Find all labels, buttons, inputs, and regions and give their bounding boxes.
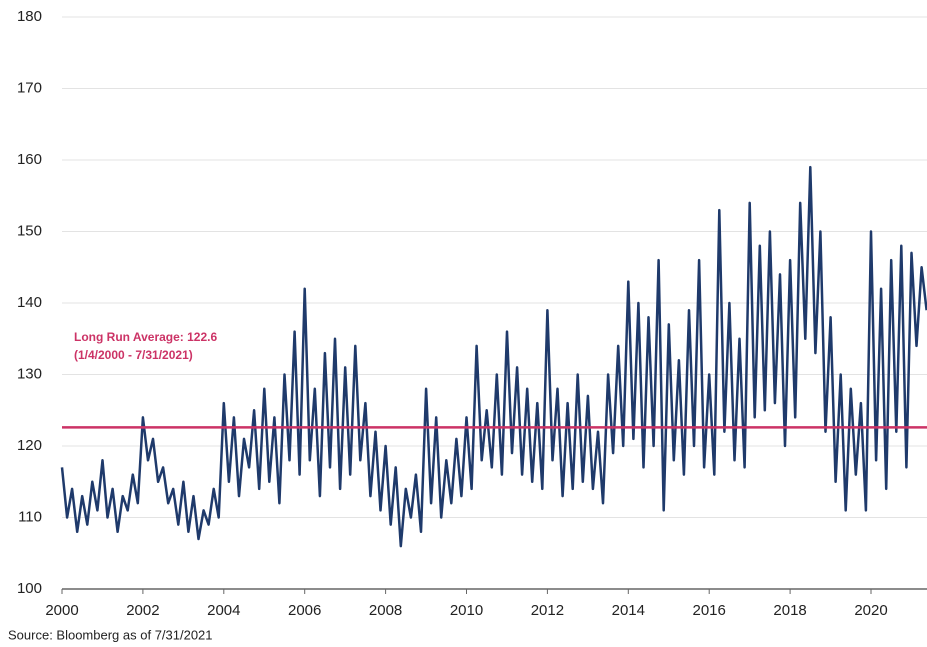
- y-tick-label: 160: [17, 151, 42, 168]
- x-tick-label: 2018: [773, 602, 806, 619]
- data-line: [60, 165, 927, 548]
- annotation: (1/4/2000 - 7/31/2021): [74, 348, 193, 362]
- y-tick-label: 130: [17, 365, 42, 382]
- x-tick-label: 2010: [450, 602, 483, 619]
- x-tick-label: 2012: [531, 602, 564, 619]
- y-tick-label: 110: [18, 508, 42, 525]
- x-tick-label: 2008: [369, 602, 402, 619]
- annotation: Long Run Average: 122.6: [74, 330, 217, 344]
- y-tick-label: 150: [17, 222, 42, 239]
- x-tick-label: 2020: [854, 602, 887, 619]
- x-tick-label: 2004: [207, 602, 240, 619]
- x-tick-label: 2002: [126, 602, 159, 619]
- x-tick-label: 2000: [45, 602, 78, 619]
- x-tick-label: 2016: [693, 602, 726, 619]
- y-tick-label: 180: [17, 8, 42, 25]
- y-tick-label: 170: [17, 79, 42, 96]
- y-tick-label: 100: [17, 580, 42, 597]
- x-tick-label: 2014: [612, 602, 645, 619]
- y-tick-label: 140: [17, 294, 42, 311]
- source: Source: Bloomberg as of 7/31/2021: [8, 627, 213, 642]
- x-tick-label: 2006: [288, 602, 321, 619]
- y-tick-label: 120: [17, 437, 42, 454]
